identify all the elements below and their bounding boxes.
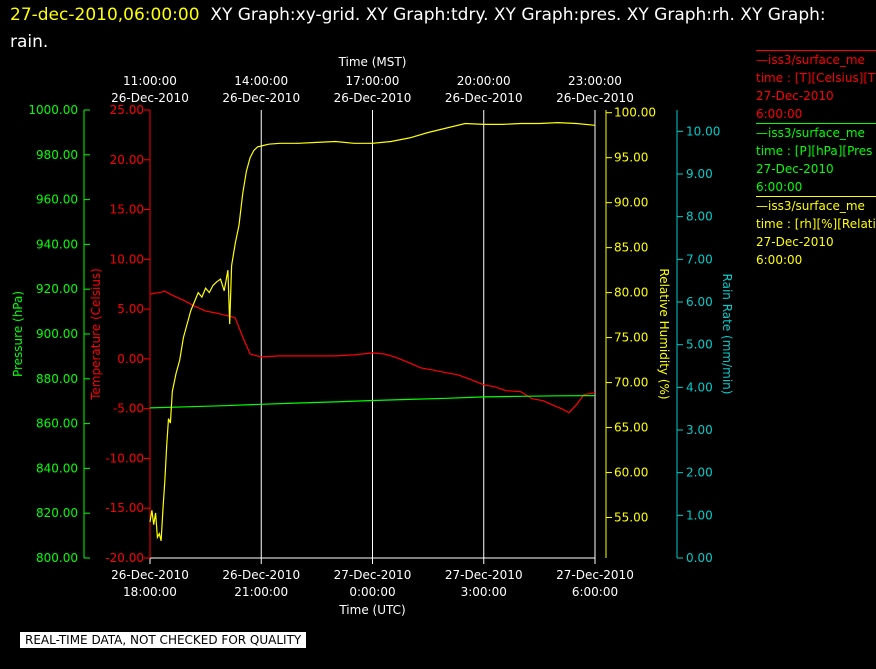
top-tick-date-4: 26-Dec-2010	[556, 91, 634, 105]
pressure-tick-5: 900.00	[36, 327, 78, 341]
legend-entry-1-line3: 27-Dec-2010	[756, 162, 834, 176]
pressure-tick-4: 880.00	[36, 372, 78, 386]
temperature-tick-4: 0.00	[117, 352, 144, 366]
legend-entry-0-line1: —iss3/surface_me	[756, 50, 876, 69]
top-tick-time-2: 17:00:00	[346, 74, 400, 88]
legend-entry-0-line3: 27-Dec-2010	[756, 89, 834, 103]
temperature-tick-7: 15.00	[110, 203, 144, 217]
rh-tick-8: 95.00	[614, 151, 648, 165]
top-tick-date-0: 26-Dec-2010	[111, 91, 189, 105]
quality-disclaimer: REAL-TIME DATA, NOT CHECKED FOR QUALITY	[20, 632, 307, 648]
temperature-tick-5: 5.00	[117, 302, 144, 316]
temperature-tick-0: -20.00	[105, 551, 144, 565]
rain-tick-10: 10.00	[686, 124, 720, 138]
top-tick-time-4: 23:00:00	[568, 74, 622, 88]
pressure-tick-7: 940.00	[36, 237, 78, 251]
temperature-tick-6: 10.00	[110, 252, 144, 266]
legend-entry-1-line1: —iss3/surface_me	[756, 123, 876, 142]
pressure-tick-0: 800.00	[36, 551, 78, 565]
pressure-tick-9: 980.00	[36, 148, 78, 162]
temperature-tick-3: -5.00	[113, 402, 144, 416]
title-timestamp: 27-dec-2010,06:00:00	[10, 5, 200, 25]
temperature-axis-label: Temperature (Celsius)	[89, 268, 103, 401]
legend-entry-2-line2: time : [rh][%][Relati	[756, 217, 876, 231]
pressure-tick-3: 860.00	[36, 417, 78, 431]
temperature-tick-9: 25.00	[110, 103, 144, 117]
bottom-tick-date-2: 27-Dec-2010	[334, 568, 412, 582]
rh-tick-6: 85.00	[614, 241, 648, 255]
pressure-tick-1: 820.00	[36, 506, 78, 520]
legend-entry-0-line4: 6:00:00	[756, 107, 803, 121]
pressure-axis-label: Pressure (hPa)	[11, 291, 25, 377]
rain-tick-6: 6.00	[686, 295, 713, 309]
top-tick-date-1: 26-Dec-2010	[222, 91, 300, 105]
rh-tick-3: 70.00	[614, 376, 648, 390]
legend: —iss3/surface_me time : [T][Celsius][T 27-…	[756, 50, 876, 268]
bottom-tick-time-0: 18:00:00	[123, 585, 177, 599]
rain-tick-9: 9.00	[686, 167, 713, 181]
legend-entry-1-line2: time : [P][hPa][Pres	[756, 144, 873, 158]
bottom-tick-date-4: 27-Dec-2010	[556, 568, 634, 582]
rain-tick-3: 3.00	[686, 423, 713, 437]
rh-series-line	[149, 121, 596, 542]
legend-entry-1-line4: 6:00:00	[756, 180, 803, 194]
rain-tick-0: 0.00	[686, 551, 713, 565]
bottom-tick-time-1: 21:00:00	[234, 585, 288, 599]
pressure-tick-10: 1000.00	[28, 103, 78, 117]
rain-tick-5: 5.00	[686, 338, 713, 352]
legend-entry-2-line1: —iss3/surface_me	[756, 196, 876, 215]
legend-entry-0-line2: time : [T][Celsius][T	[756, 71, 876, 85]
top-tick-date-2: 26-Dec-2010	[334, 91, 412, 105]
temperature-tick-2: -10.00	[105, 451, 144, 465]
rh-axis-label: Relative Humidity (%)	[657, 268, 671, 399]
rain-tick-8: 8.00	[686, 210, 713, 224]
temperature-series-line	[149, 290, 596, 414]
legend-entry-2-line4: 6:00:00	[756, 253, 803, 267]
rain-axis-label: Rain Rate (mm/min)	[720, 274, 734, 395]
pressure-tick-8: 960.00	[36, 193, 78, 207]
bottom-axis-label: Time (UTC)	[338, 603, 405, 617]
rh-tick-2: 65.00	[614, 421, 648, 435]
bottom-tick-date-0: 26-Dec-2010	[111, 568, 189, 582]
rain-tick-7: 7.00	[686, 252, 713, 266]
rain-tick-2: 2.00	[686, 466, 713, 480]
rh-tick-4: 75.00	[614, 331, 648, 345]
top-tick-time-1: 14:00:00	[234, 74, 288, 88]
bottom-tick-date-1: 26-Dec-2010	[222, 568, 300, 582]
rain-tick-4: 4.00	[686, 380, 713, 394]
top-tick-date-3: 26-Dec-2010	[445, 91, 523, 105]
bottom-tick-time-3: 3:00:00	[461, 585, 507, 599]
bottom-tick-time-2: 0:00:00	[349, 585, 395, 599]
pressure-tick-6: 920.00	[36, 282, 78, 296]
top-axis-label: Time (MST)	[338, 55, 407, 69]
rh-tick-5: 80.00	[614, 286, 648, 300]
chart-title: 27-dec-2010,06:00:00 XY Graph:xy-grid. X…	[10, 2, 860, 56]
top-tick-time-3: 20:00:00	[457, 74, 511, 88]
pressure-series-line	[149, 395, 596, 409]
rh-tick-7: 90.00	[614, 196, 648, 210]
series-layer	[149, 121, 596, 542]
rh-tick-9: 100.00	[614, 106, 656, 120]
temperature-tick-8: 20.00	[110, 153, 144, 167]
bottom-tick-date-3: 27-Dec-2010	[445, 568, 523, 582]
rain-tick-1: 1.00	[686, 508, 713, 522]
top-tick-time-0: 11:00:00	[123, 74, 177, 88]
rh-tick-0: 55.00	[614, 511, 648, 525]
title-graph-list: XY Graph:xy-grid. XY Graph:tdry. XY Grap…	[10, 5, 826, 52]
pressure-tick-2: 840.00	[36, 461, 78, 475]
legend-entry-2-line3: 27-Dec-2010	[756, 235, 834, 249]
rh-tick-1: 60.00	[614, 466, 648, 480]
temperature-tick-1: -15.00	[105, 501, 144, 515]
bottom-tick-time-4: 6:00:00	[572, 585, 618, 599]
